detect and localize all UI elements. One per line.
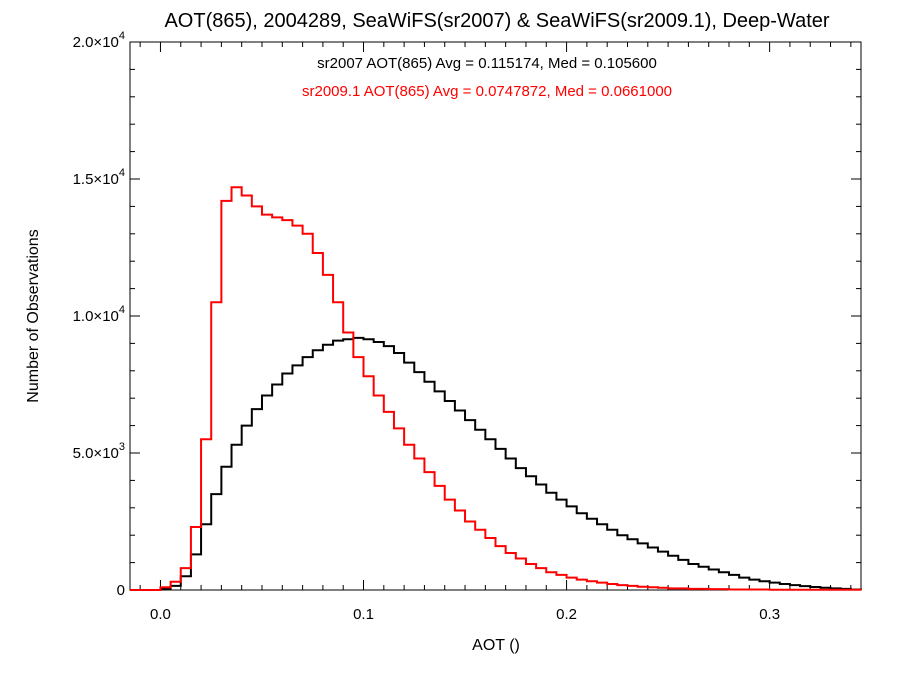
x-tick-label: 0.3 xyxy=(759,606,780,623)
series-line-0 xyxy=(130,336,862,591)
chart-title: AOT(865), 2004289, SeaWiFS(sr2007) & Sea… xyxy=(164,10,829,32)
x-tick-label: 0.2 xyxy=(556,606,577,623)
annotation-sr2007: sr2007 AOT(865) Avg = 0.115174, Med = 0.… xyxy=(317,55,657,72)
x-tick-label: 0.0 xyxy=(150,606,171,623)
x-tick-label: 0.1 xyxy=(353,606,374,623)
y-tick-label: 5.0×103 xyxy=(73,441,125,462)
axis-ticks: 0.0 0.1 0.2 0.3 0 5.0×103 1.0×104 1.5×104 2.0×10… xyxy=(73,30,861,623)
y-tick-label: 2.0×104 xyxy=(73,30,125,51)
y-tick-label: 0 xyxy=(117,582,125,599)
y-axis-label: Number of Observations xyxy=(25,229,42,402)
series-layer xyxy=(130,186,862,591)
series-line-1 xyxy=(130,186,862,591)
y-tick-label: 1.5×104 xyxy=(73,167,125,188)
x-axis-label: AOT () xyxy=(472,637,520,654)
y-tick-label: 1.0×104 xyxy=(73,304,125,325)
plot-frame xyxy=(129,41,862,591)
annotation-sr2009: sr2009.1 AOT(865) Avg = 0.0747872, Med =… xyxy=(302,83,672,100)
